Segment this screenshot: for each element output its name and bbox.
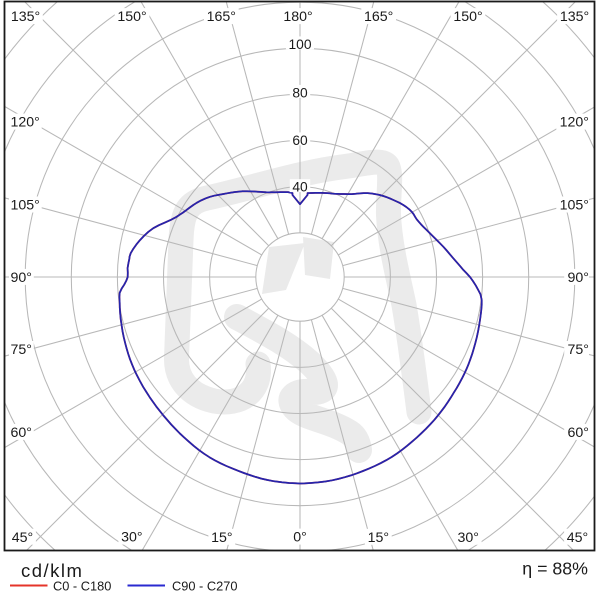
svg-text:45°: 45° [567,530,588,546]
svg-text:30°: 30° [457,530,478,546]
svg-text:C0 - C180: C0 - C180 [53,578,111,593]
svg-text:75°: 75° [568,342,589,358]
svg-text:180°: 180° [283,9,312,25]
svg-text:120°: 120° [11,115,40,131]
svg-text:120°: 120° [560,115,589,131]
svg-text:90°: 90° [568,270,589,286]
svg-text:60: 60 [292,133,308,148]
svg-text:135°: 135° [11,9,40,25]
svg-text:135°: 135° [560,9,589,25]
svg-text:15°: 15° [368,530,389,546]
svg-text:15°: 15° [211,530,232,546]
svg-text:150°: 150° [453,9,482,25]
svg-text:0°: 0° [293,530,307,546]
svg-text:60°: 60° [568,425,589,441]
svg-text:165°: 165° [207,9,236,25]
svg-text:150°: 150° [117,9,146,25]
svg-text:C90 - C270: C90 - C270 [172,578,237,593]
svg-text:45°: 45° [12,530,33,546]
svg-text:60°: 60° [11,425,32,441]
svg-text:40: 40 [292,180,308,195]
svg-text:105°: 105° [11,198,40,214]
svg-text:100: 100 [288,37,311,52]
svg-text:165°: 165° [364,9,393,25]
svg-text:75°: 75° [11,342,32,358]
svg-text:η = 88%: η = 88% [522,559,588,579]
svg-text:90°: 90° [11,270,32,286]
svg-text:cd/klm: cd/klm [21,560,83,581]
svg-text:80: 80 [292,85,308,100]
svg-text:30°: 30° [121,530,142,546]
svg-text:105°: 105° [560,198,589,214]
